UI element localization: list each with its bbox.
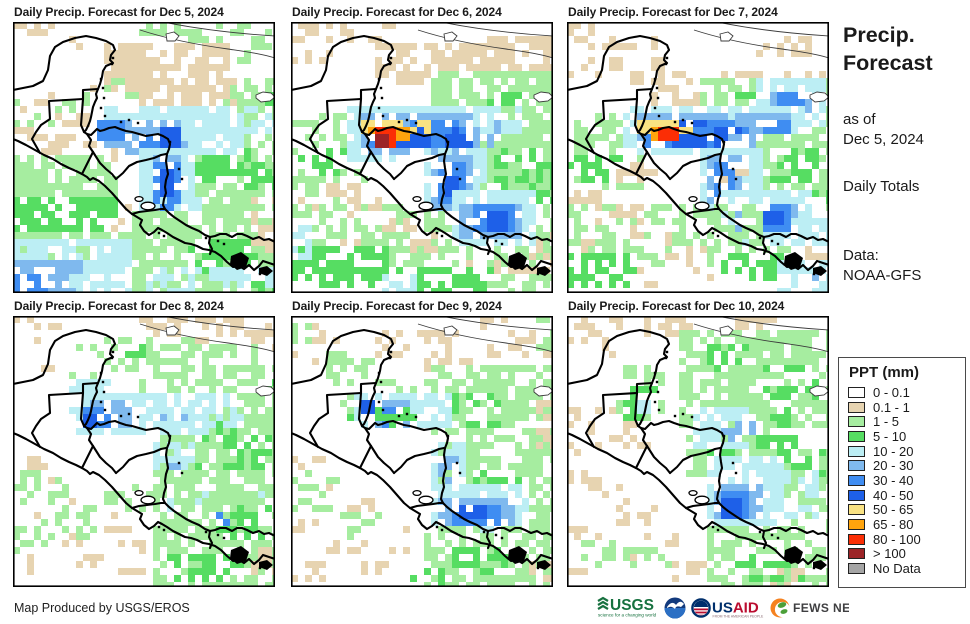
forecast-map-panel <box>13 22 275 293</box>
precip-map <box>567 22 829 293</box>
precip-map <box>567 316 829 587</box>
forecast-map-panel <box>291 316 553 587</box>
fewsnet-logo-text: FEWS NET <box>793 601 849 615</box>
usaid-us-text: US <box>712 600 733 617</box>
legend-swatch <box>848 548 865 560</box>
legend-row: 50 - 65 <box>839 502 965 518</box>
data-source-label: Data: <box>843 247 879 264</box>
forecast-map-panel <box>291 22 553 293</box>
legend-row: 0 - 0.1 <box>839 385 965 400</box>
usaid-emblem-icon <box>693 600 709 616</box>
legend-row: No Data <box>839 561 965 576</box>
legend-label: 0 - 0.1 <box>873 384 910 400</box>
panel-title: Daily Precip. Forecast for Dec 10, 2024 <box>568 299 785 313</box>
legend-swatch <box>848 386 865 398</box>
page-title-line2: Forecast <box>843 50 933 75</box>
forecast-map-panel <box>567 316 829 587</box>
legend-label: 20 - 30 <box>873 458 914 474</box>
legend-row: 40 - 50 <box>839 488 965 503</box>
legend-label: 1 - 5 <box>873 414 900 430</box>
as-of-block: as of Dec 5, 2024 <box>843 110 924 151</box>
noaa-logo <box>664 597 686 619</box>
usgs-logo-text: USGS <box>610 597 654 614</box>
legend-row: > 100 <box>839 546 965 562</box>
usgs-logo: USGS science for a changing world <box>597 596 657 618</box>
forecast-map-panel <box>567 22 829 293</box>
usaid-tagline: FROM THE AMERICAN PEOPLE <box>713 615 765 619</box>
usaid-logo-text: USAID <box>712 600 759 617</box>
legend-label: 40 - 50 <box>873 487 914 503</box>
legend-swatch <box>848 460 865 472</box>
data-source-block: Data: NOAA-GFS <box>843 246 921 287</box>
legend-swatch <box>848 563 865 575</box>
data-source-value: NOAA-GFS <box>843 267 922 285</box>
legend-row: 30 - 40 <box>839 473 965 488</box>
panel-title: Daily Precip. Forecast for Dec 8, 2024 <box>14 299 224 313</box>
legend-label: No Data <box>873 561 921 577</box>
legend-row: 1 - 5 <box>839 414 965 429</box>
legend-label: 80 - 100 <box>873 531 921 547</box>
usgs-wave-icon <box>597 596 609 610</box>
legend-row: 65 - 80 <box>839 517 965 532</box>
precip-map <box>291 22 553 293</box>
forecast-map-panel <box>13 316 275 587</box>
legend-label: 10 - 20 <box>873 443 914 459</box>
legend-label: 5 - 10 <box>873 428 907 444</box>
legend-row: 0.1 - 1 <box>839 400 965 415</box>
legend-row: 20 - 30 <box>839 458 965 473</box>
legend-row: 5 - 10 <box>839 429 965 444</box>
usaid-aid-text: AID <box>733 600 759 617</box>
daily-totals-label: Daily Totals <box>843 178 920 195</box>
fewsnet-globe-icon <box>770 598 791 618</box>
map-credit: Map Produced by USGS/EROS <box>14 601 190 615</box>
legend-swatch <box>848 401 865 413</box>
legend-swatch <box>848 474 865 486</box>
panel-title: Daily Precip. Forecast for Dec 6, 2024 <box>292 5 502 19</box>
legend-label: 30 - 40 <box>873 472 914 488</box>
legend-swatch <box>848 445 865 457</box>
legend-row: 80 - 100 <box>839 532 965 547</box>
precip-map <box>13 22 275 293</box>
legend-label: 0.1 - 1 <box>873 399 910 415</box>
panel-title: Daily Precip. Forecast for Dec 5, 2024 <box>14 5 224 19</box>
legend-swatch <box>848 416 865 428</box>
legend-swatch <box>848 504 865 516</box>
noaa-bird-icon <box>667 601 684 609</box>
legend-swatch <box>848 430 865 442</box>
legend-label: 65 - 80 <box>873 517 914 533</box>
panel-title: Daily Precip. Forecast for Dec 7, 2024 <box>568 5 778 19</box>
fewsnet-logo: FEWS NET <box>770 598 849 618</box>
panel-title: Daily Precip. Forecast for Dec 9, 2024 <box>292 299 502 313</box>
legend-row: 10 - 20 <box>839 444 965 459</box>
as-of-date: Dec 5, 2024 <box>843 131 924 149</box>
usaid-logo: USAID FROM THE AMERICAN PEOPLE <box>691 598 765 619</box>
page-title-line1: Precip. <box>843 23 915 47</box>
legend-swatch <box>848 489 865 501</box>
legend-swatch <box>848 533 865 545</box>
legend-label: > 100 <box>873 546 906 562</box>
precip-map <box>291 316 553 587</box>
legend-swatch <box>848 519 865 531</box>
partner-logos: USGS science for a changing world USAID … <box>597 595 849 621</box>
precip-map <box>13 316 275 587</box>
usgs-tagline: science for a changing world <box>598 613 657 618</box>
legend-title: PPT (mm) <box>849 364 920 381</box>
as-of-label: as of <box>843 111 876 128</box>
legend-label: 50 - 65 <box>873 502 914 518</box>
page-title: Precip. Forecast <box>843 22 933 78</box>
